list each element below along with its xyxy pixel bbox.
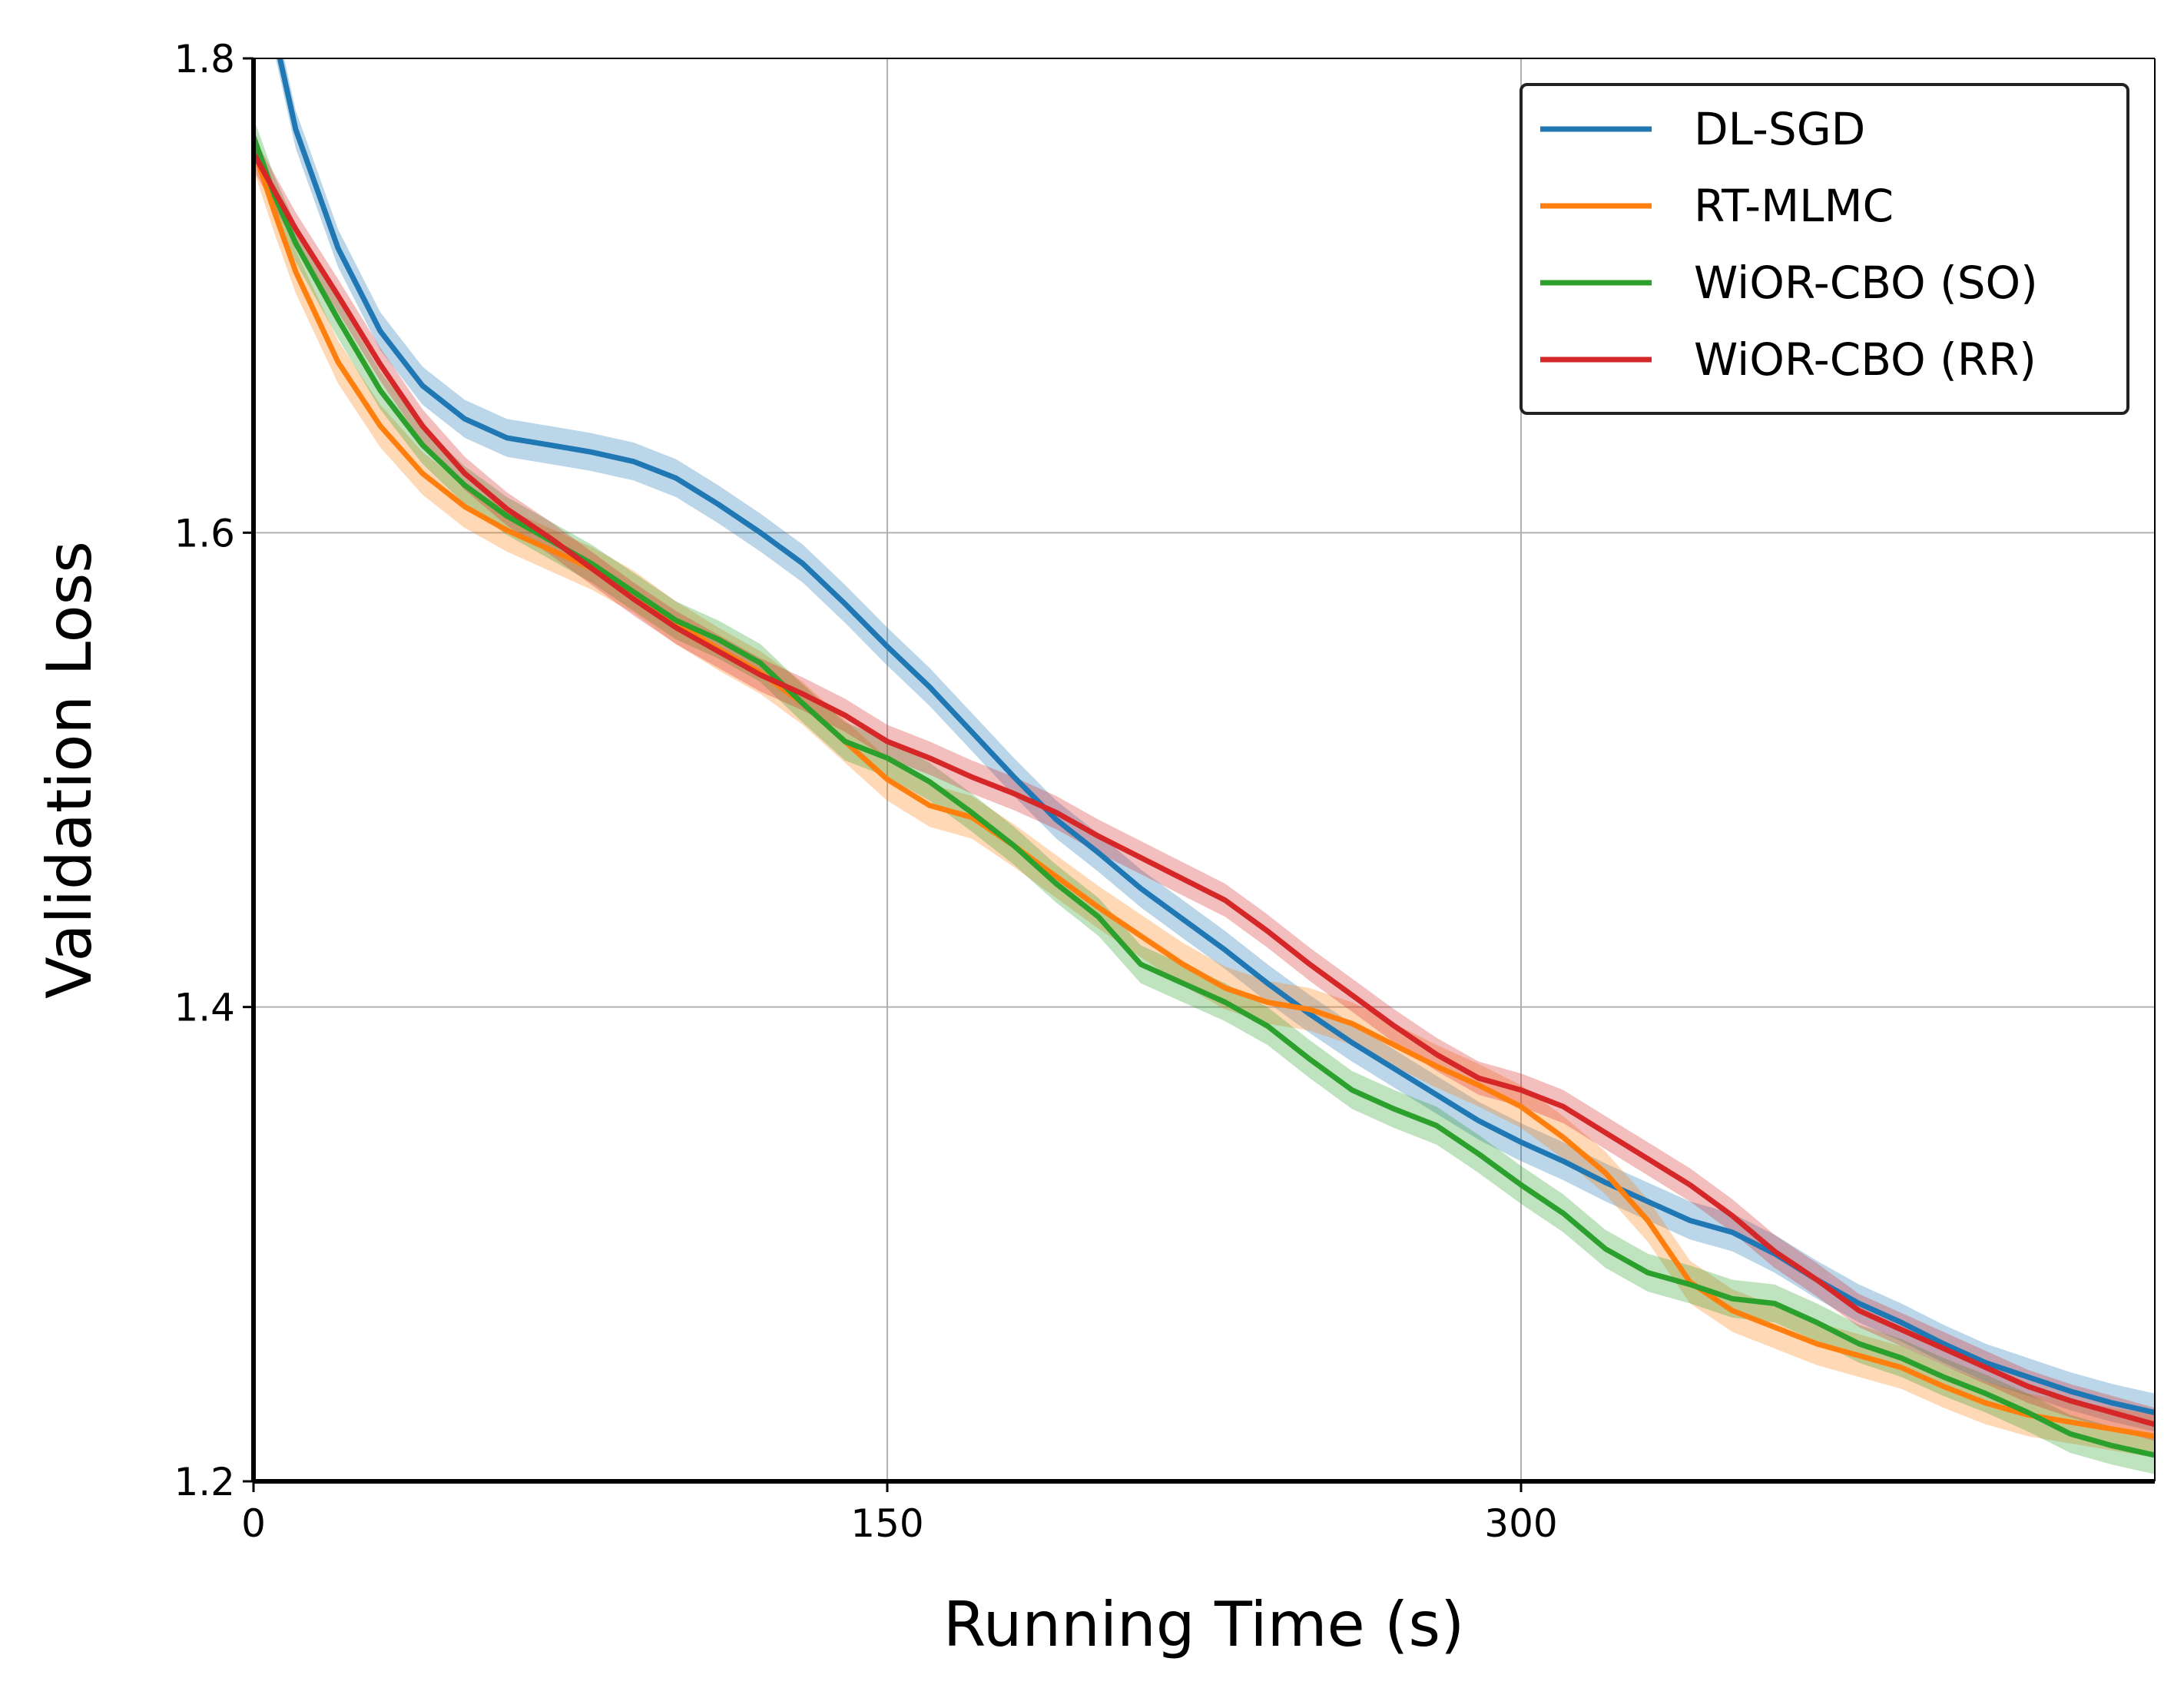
legend-box bbox=[1520, 83, 2129, 415]
y-tick-label: 1.6 bbox=[174, 511, 235, 555]
x-tick-label: 0 bbox=[241, 1501, 266, 1546]
legend-label-wior-cbo-so: WiOR-CBO (SO) bbox=[1694, 257, 2038, 309]
y-axis-title: Validation Loss bbox=[34, 541, 105, 999]
line-wior-cbo-so bbox=[254, 134, 2155, 1458]
x-axis-title: Running Time (s) bbox=[943, 1589, 1465, 1660]
y-tick-label: 1.2 bbox=[174, 1460, 235, 1504]
legend-label-rt-mlmc: RT-MLMC bbox=[1694, 180, 1894, 232]
x-tick-label: 300 bbox=[1484, 1501, 1557, 1546]
legend-label-wior-cbo-rr: WiOR-CBO (RR) bbox=[1694, 333, 2037, 386]
legend-label-dl-sgd: DL-SGD bbox=[1694, 103, 1865, 155]
grid bbox=[254, 58, 2155, 1481]
y-tick-label: 1.8 bbox=[174, 37, 235, 81]
line-rt-mlmc bbox=[254, 145, 2155, 1439]
series-lines bbox=[254, 58, 2155, 1458]
legend: DL-SGD RT-MLMC WiOR-CBO (SO) WiOR-CBO (RR) bbox=[1520, 83, 2129, 415]
x-tick-label: 150 bbox=[850, 1501, 923, 1546]
y-tick-label: 1.4 bbox=[174, 986, 235, 1030]
axis-ticks: 0 150 300 1.2 1.4 1.6 1.8 bbox=[174, 37, 1557, 1546]
line-wior-cbo-rr bbox=[254, 151, 2155, 1428]
